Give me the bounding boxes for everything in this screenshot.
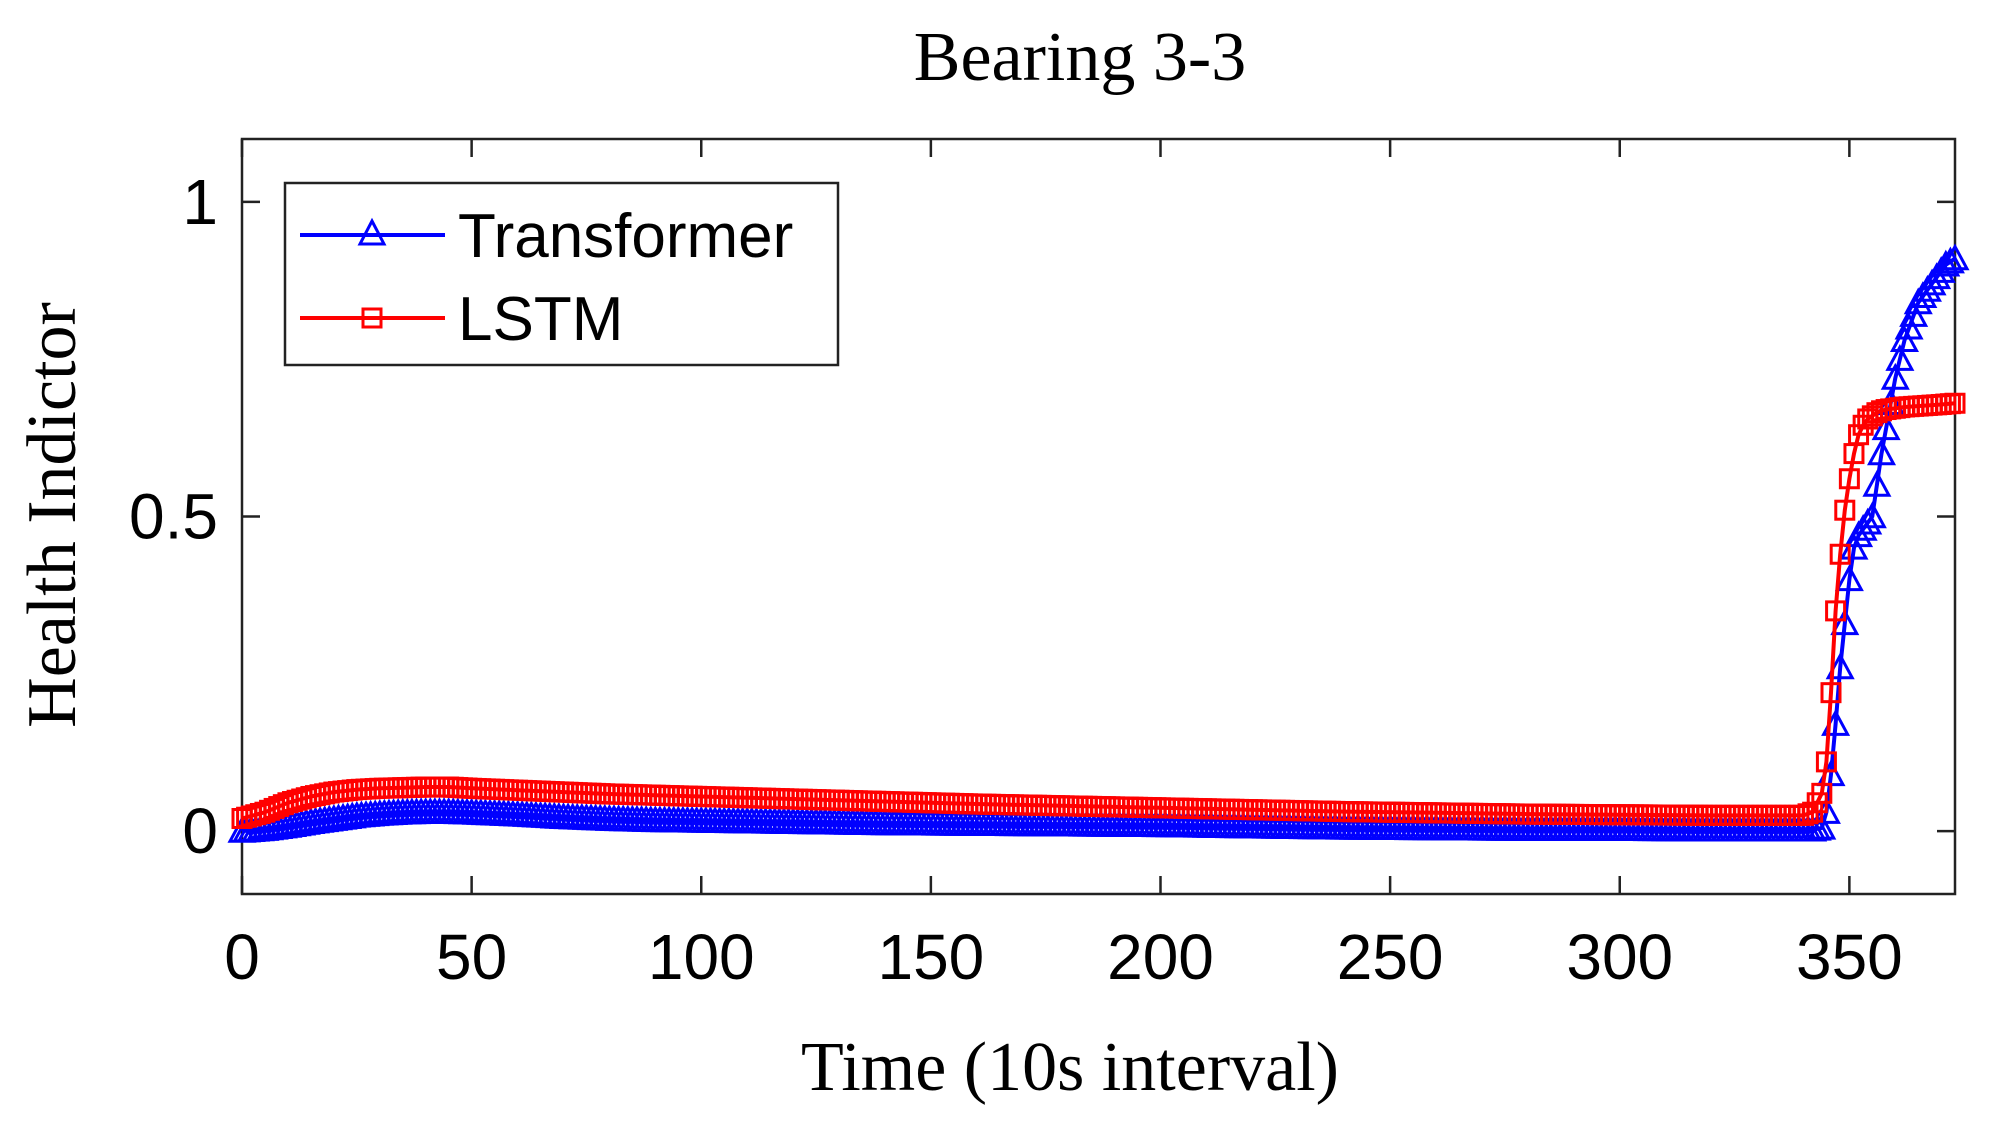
legend-marker-lstm <box>361 307 383 329</box>
data-point-transformer <box>1885 344 1915 371</box>
series-transformer <box>227 243 1970 843</box>
data-point-lstm <box>1820 682 1842 704</box>
x-tick-label: 0 <box>224 921 260 993</box>
data-point-transformer <box>1871 413 1901 441</box>
data-point-lstm <box>1815 751 1837 773</box>
chart-title: Bearing 3-3 <box>914 19 1246 96</box>
data-point-transformer <box>1935 246 1965 274</box>
data-point-lstm <box>1838 468 1860 490</box>
x-tick-label: 50 <box>436 921 507 993</box>
x-tick-label: 150 <box>877 921 984 993</box>
data-point-transformer <box>1857 501 1887 529</box>
data-point-transformer <box>1880 362 1910 390</box>
data-point-transformer <box>1807 812 1837 840</box>
data-point-transformer <box>1867 438 1897 466</box>
legend: Transformer LSTM <box>283 181 840 367</box>
y-tick-label: 0.5 <box>129 481 218 553</box>
data-point-lstm <box>1834 499 1856 521</box>
y-tick-label: 0 <box>182 795 218 867</box>
data-point-lstm <box>1829 543 1851 565</box>
legend-label-lstm: LSTM <box>458 285 623 354</box>
y-axis-label: Health Indictor <box>14 302 91 728</box>
data-point-lstm <box>1811 782 1833 804</box>
data-point-transformer <box>1830 608 1860 636</box>
series-lstm <box>231 392 1966 829</box>
x-axis-label: Time (10s interval) <box>801 1029 1339 1106</box>
x-tick-label: 250 <box>1337 921 1444 993</box>
legend-box <box>283 181 840 367</box>
data-point-lstm <box>1825 600 1847 622</box>
legend-label-transformer: Transformer <box>458 202 793 271</box>
data-point-transformer <box>1940 243 1970 271</box>
data-point-transformer <box>1931 249 1961 277</box>
x-tick-label: 350 <box>1796 921 1903 993</box>
x-tick-label: 300 <box>1566 921 1673 993</box>
x-tick-label: 100 <box>648 921 755 993</box>
data-point-lstm <box>1944 392 1966 414</box>
y-tick-label: 1 <box>182 166 218 238</box>
data-point-transformer <box>1862 469 1892 497</box>
legend-marker-transformer <box>357 217 387 246</box>
data-point-transformer <box>1834 564 1864 592</box>
x-tick-label: 200 <box>1107 921 1214 993</box>
